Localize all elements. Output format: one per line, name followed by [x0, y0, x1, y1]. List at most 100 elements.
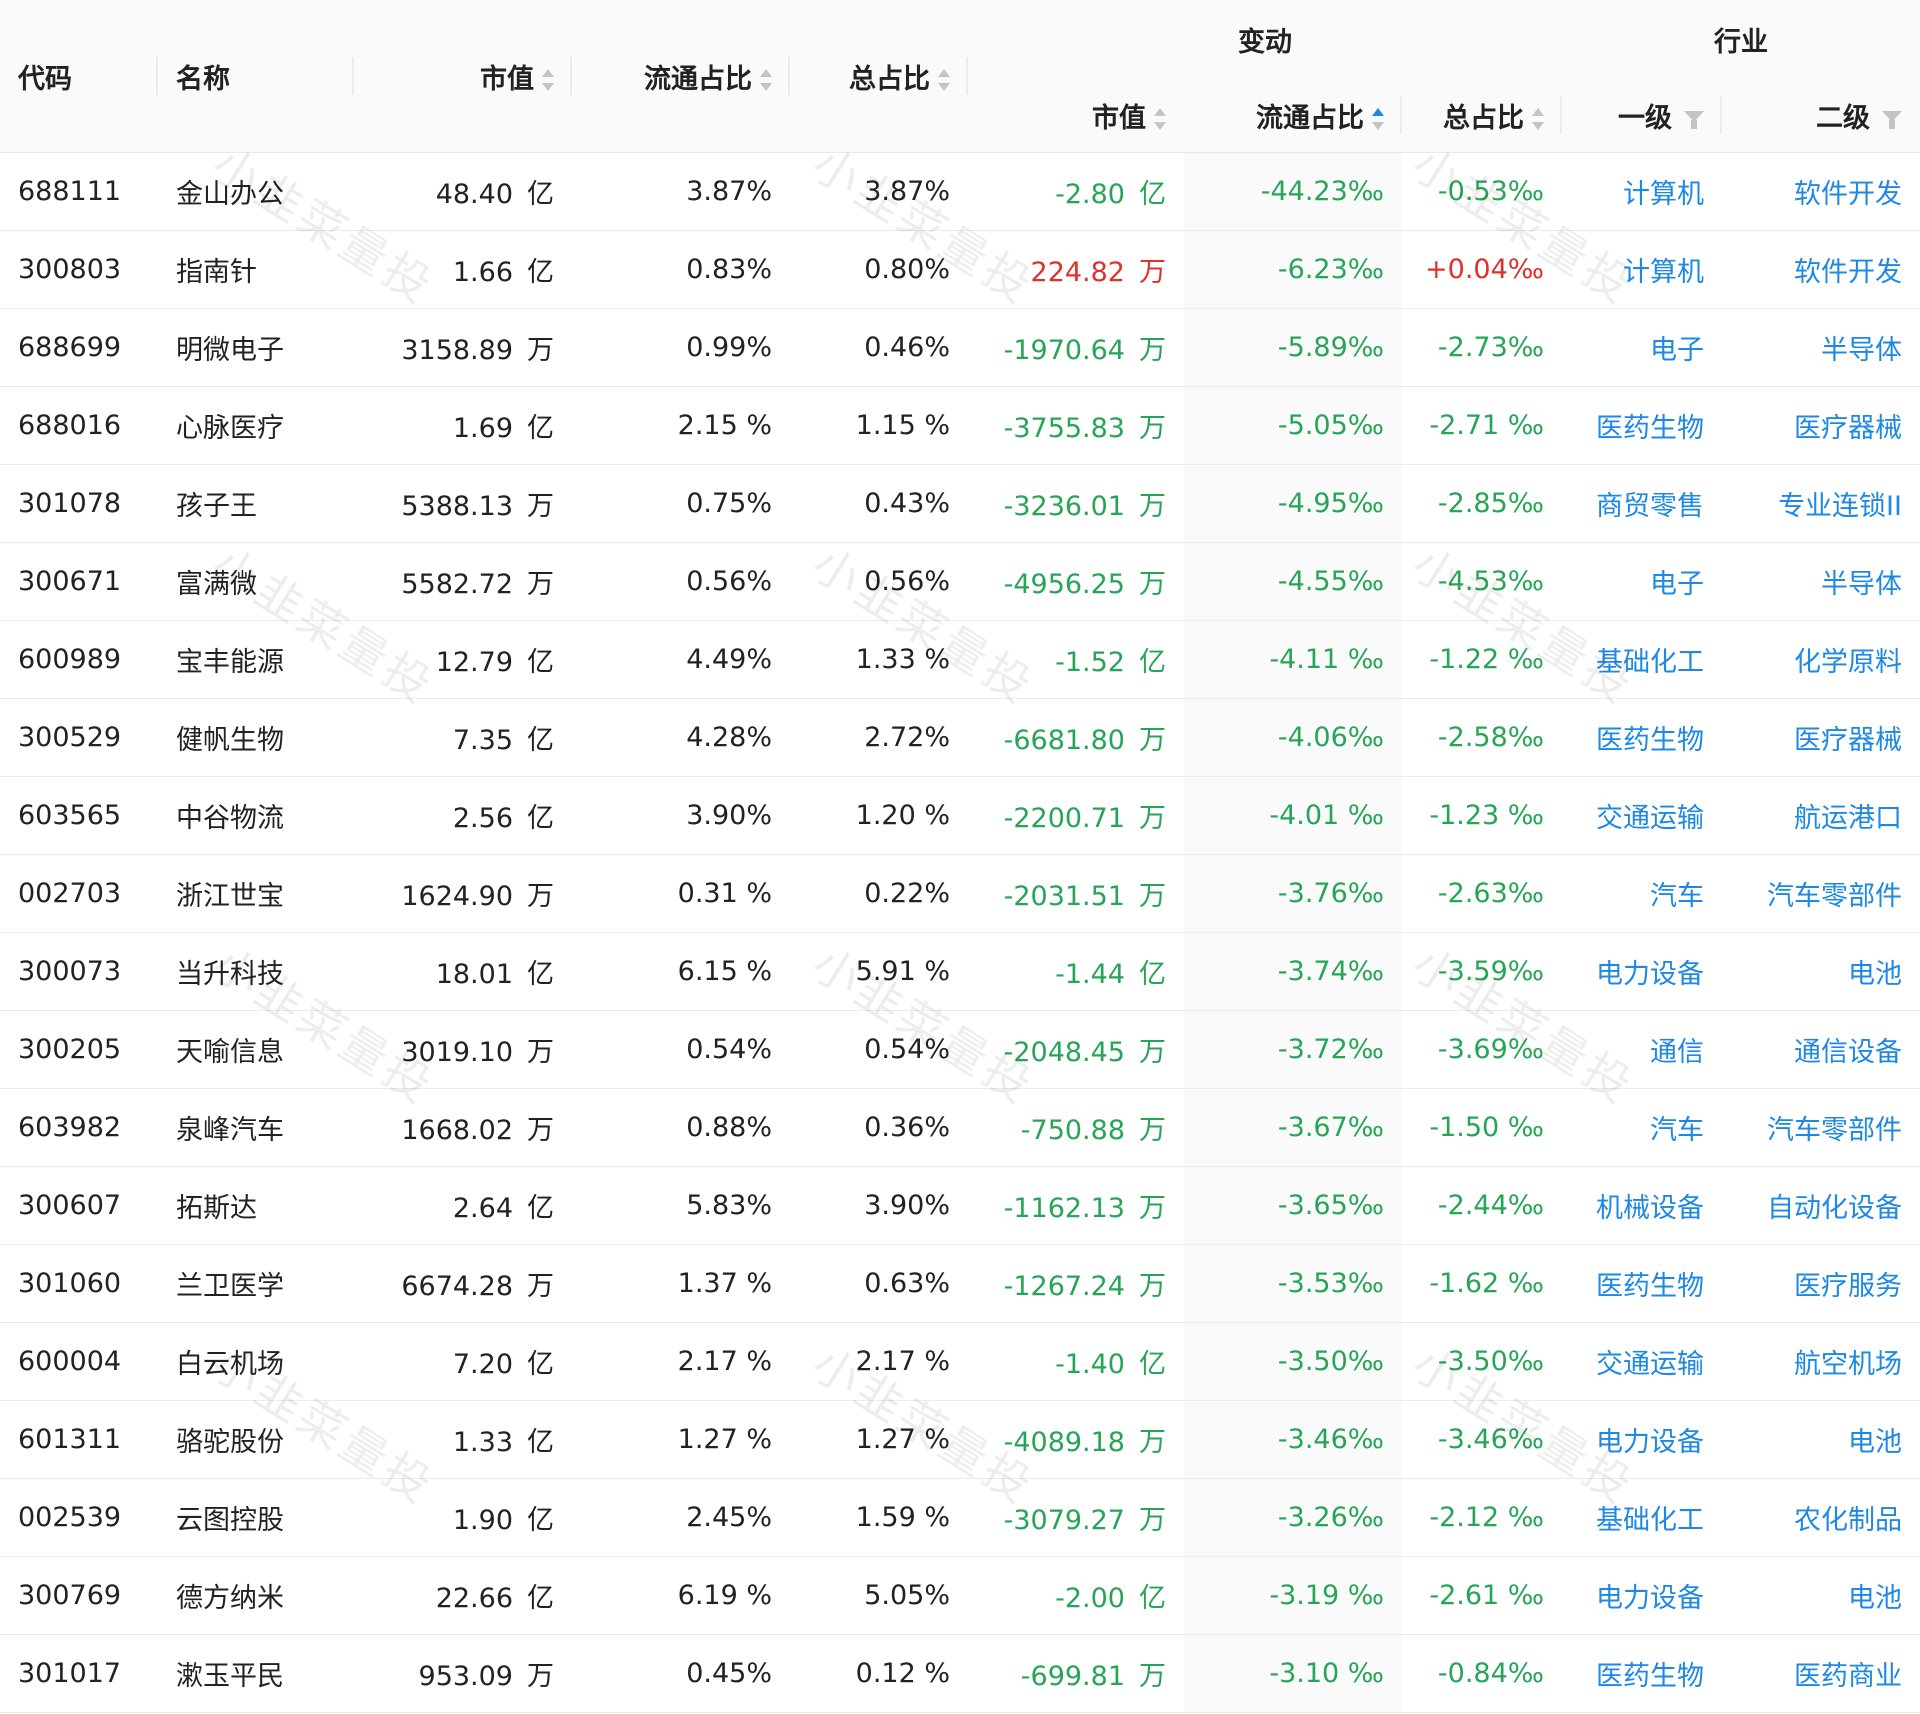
cell-industry-level2[interactable]: 医疗服务	[1722, 1244, 1920, 1323]
table-row[interactable]: 600004 白云机场 7.20 亿 2.17 % 2.17 % -1.40 亿 -3.50‰ -…	[0, 1322, 1920, 1401]
cell-name[interactable]: 心脉医疗	[158, 386, 354, 465]
sort-icon[interactable]	[760, 67, 772, 93]
table-row[interactable]: 603982 泉峰汽车 1668.02 万 0.88% 0.36% -750.88 万 -3.6…	[0, 1088, 1920, 1167]
table-row[interactable]: 300769 德方纳米 22.66 亿 6.19 % 5.05% -2.00 亿 -3.19 ‰…	[0, 1556, 1920, 1635]
cell-name[interactable]: 中谷物流	[158, 776, 354, 855]
cell-industry-level2[interactable]: 医疗器械	[1722, 698, 1920, 777]
cell-industry-level1[interactable]: 医药生物	[1562, 1634, 1722, 1713]
table-row[interactable]: 301060 兰卫医学 6674.28 万 1.37 % 0.63% -1267.24 万 -3…	[0, 1244, 1920, 1323]
table-row[interactable]: 300803 指南针 1.66 亿 0.83% 0.80% 224.82 万 -6.23‰ +0.…	[0, 230, 1920, 309]
cell-name[interactable]: 骆驼股份	[158, 1400, 354, 1479]
table-row[interactable]: 300671 富满微 5582.72 万 0.56% 0.56% -4956.25 万 -4.5…	[0, 542, 1920, 621]
cell-industry-level1[interactable]: 汽车	[1562, 854, 1722, 933]
table-row[interactable]: 002703 浙江世宝 1624.90 万 0.31 % 0.22% -2031.51 万 -3…	[0, 854, 1920, 933]
col-header-market-value[interactable]: 市值	[354, 0, 572, 153]
cell-industry-level1[interactable]: 医药生物	[1562, 386, 1722, 465]
col-header-industry-level2[interactable]: 二级	[1722, 78, 1920, 153]
cell-industry-level1[interactable]: 基础化工	[1562, 620, 1722, 699]
cell-industry-level2[interactable]: 专业连锁II	[1722, 464, 1920, 543]
cell-float-ratio: 0.83%	[572, 230, 790, 309]
cell-industry-level1[interactable]: 机械设备	[1562, 1166, 1722, 1245]
cell-industry-level1[interactable]: 汽车	[1562, 1088, 1722, 1167]
filter-icon[interactable]	[1684, 108, 1704, 130]
table-row[interactable]: 688111 金山办公 48.40 亿 3.87% 3.87% -2.80 亿 -44.23‰ -…	[0, 152, 1920, 231]
col-header-change-total-ratio[interactable]: 总占比	[1402, 78, 1562, 153]
cell-industry-level1[interactable]: 电力设备	[1562, 932, 1722, 1011]
cell-industry-level2[interactable]: 医药商业	[1722, 1634, 1920, 1713]
table-row[interactable]: 002539 云图控股 1.90 亿 2.45% 1.59 % -3079.27 万 -3.26…	[0, 1478, 1920, 1557]
cell-industry-level2[interactable]: 化学原料	[1722, 620, 1920, 699]
cell-industry-level2[interactable]: 自动化设备	[1722, 1166, 1920, 1245]
cell-name[interactable]: 天喻信息	[158, 1010, 354, 1089]
cell-name[interactable]: 漱玉平民	[158, 1634, 354, 1713]
cell-industry-level2[interactable]: 半导体	[1722, 308, 1920, 387]
filter-icon[interactable]	[1882, 108, 1902, 130]
cell-industry-level1[interactable]: 电子	[1562, 308, 1722, 387]
cell-name[interactable]: 兰卫医学	[158, 1244, 354, 1323]
sort-icon[interactable]	[938, 67, 950, 93]
cell-name[interactable]: 富满微	[158, 542, 354, 621]
cell-industry-level1[interactable]: 医药生物	[1562, 1244, 1722, 1323]
col-header-change-market-value[interactable]: 市值	[968, 78, 1184, 153]
cell-industry-level1[interactable]: 基础化工	[1562, 1478, 1722, 1557]
table-row[interactable]: 688016 心脉医疗 1.69 亿 2.15 % 1.15 % -3755.83 万 -5.0…	[0, 386, 1920, 465]
cell-industry-level2[interactable]: 航空机场	[1722, 1322, 1920, 1401]
cell-industry-level1[interactable]: 医药生物	[1562, 698, 1722, 777]
cell-industry-level1[interactable]: 电子	[1562, 542, 1722, 621]
cell-industry-level2[interactable]: 航运港口	[1722, 776, 1920, 855]
cell-industry-level1[interactable]: 商贸零售	[1562, 464, 1722, 543]
cell-name[interactable]: 浙江世宝	[158, 854, 354, 933]
cell-industry-level1[interactable]: 通信	[1562, 1010, 1722, 1089]
cell-name[interactable]: 孩子王	[158, 464, 354, 543]
cell-industry-level1[interactable]: 计算机	[1562, 230, 1722, 309]
table-row[interactable]: 688699 明微电子 3158.89 万 0.99% 0.46% -1970.64 万 -5.…	[0, 308, 1920, 387]
table-row[interactable]: 300205 天喻信息 3019.10 万 0.54% 0.54% -2048.45 万 -3.…	[0, 1010, 1920, 1089]
cell-industry-level2[interactable]: 医疗器械	[1722, 386, 1920, 465]
cell-name[interactable]: 白云机场	[158, 1322, 354, 1401]
cell-industry-level2[interactable]: 电池	[1722, 1400, 1920, 1479]
cell-industry-level2[interactable]: 通信设备	[1722, 1010, 1920, 1089]
col-header-float-ratio[interactable]: 流通占比	[572, 0, 790, 153]
cell-name[interactable]: 云图控股	[158, 1478, 354, 1557]
table-row[interactable]: 300607 拓斯达 2.64 亿 5.83% 3.90% -1162.13 万 -3.65‰ -…	[0, 1166, 1920, 1245]
cell-name[interactable]: 指南针	[158, 230, 354, 309]
cell-industry-level2[interactable]: 半导体	[1722, 542, 1920, 621]
unit-label: 亿	[527, 1505, 554, 1536]
table-row[interactable]: 601311 骆驼股份 1.33 亿 1.27 % 1.27 % -4089.18 万 -3.4…	[0, 1400, 1920, 1479]
sort-icon[interactable]	[1154, 106, 1166, 132]
sort-icon[interactable]	[1532, 106, 1544, 132]
cell-total-ratio: 5.05%	[790, 1556, 968, 1635]
table-row[interactable]: 300529 健帆生物 7.35 亿 4.28% 2.72% -6681.80 万 -4.06‰…	[0, 698, 1920, 777]
table-row[interactable]: 300073 当升科技 18.01 亿 6.15 % 5.91 % -1.44 亿 -3.74‰…	[0, 932, 1920, 1011]
cell-industry-level2[interactable]: 汽车零部件	[1722, 1088, 1920, 1167]
col-header-total-ratio[interactable]: 总占比	[790, 0, 968, 153]
cell-industry-level1[interactable]: 交通运输	[1562, 776, 1722, 855]
cell-industry-level1[interactable]: 电力设备	[1562, 1400, 1722, 1479]
cell-name[interactable]: 健帆生物	[158, 698, 354, 777]
cell-name[interactable]: 拓斯达	[158, 1166, 354, 1245]
cell-industry-level2[interactable]: 软件开发	[1722, 152, 1920, 231]
cell-industry-level2[interactable]: 农化制品	[1722, 1478, 1920, 1557]
cell-industry-level1[interactable]: 计算机	[1562, 152, 1722, 231]
cell-industry-level1[interactable]: 电力设备	[1562, 1556, 1722, 1635]
table-row[interactable]: 600989 宝丰能源 12.79 亿 4.49% 1.33 % -1.52 亿 -4.11 ‰…	[0, 620, 1920, 699]
cell-name[interactable]: 宝丰能源	[158, 620, 354, 699]
table-row[interactable]: 603565 中谷物流 2.56 亿 3.90% 1.20 % -2200.71 万 -4.01…	[0, 776, 1920, 855]
cell-change-total-ratio: -1.50 ‰	[1402, 1088, 1562, 1167]
cell-industry-level2[interactable]: 电池	[1722, 932, 1920, 1011]
col-header-change-float-ratio[interactable]: 流通占比	[1184, 78, 1402, 153]
cell-industry-level1[interactable]: 交通运输	[1562, 1322, 1722, 1401]
cell-industry-level2[interactable]: 软件开发	[1722, 230, 1920, 309]
cell-industry-level2[interactable]: 汽车零部件	[1722, 854, 1920, 933]
cell-name[interactable]: 德方纳米	[158, 1556, 354, 1635]
sort-icon[interactable]	[1372, 106, 1384, 132]
cell-name[interactable]: 明微电子	[158, 308, 354, 387]
sort-icon[interactable]	[542, 67, 554, 93]
cell-name[interactable]: 当升科技	[158, 932, 354, 1011]
cell-industry-level2[interactable]: 电池	[1722, 1556, 1920, 1635]
cell-name[interactable]: 泉峰汽车	[158, 1088, 354, 1167]
table-row[interactable]: 301078 孩子王 5388.13 万 0.75% 0.43% -3236.01 万 -4.9…	[0, 464, 1920, 543]
col-header-industry-level1[interactable]: 一级	[1562, 78, 1722, 153]
table-row[interactable]: 301017 漱玉平民 953.09 万 0.45% 0.12 % -699.81 万 -3.1…	[0, 1634, 1920, 1713]
cell-name[interactable]: 金山办公	[158, 152, 354, 231]
